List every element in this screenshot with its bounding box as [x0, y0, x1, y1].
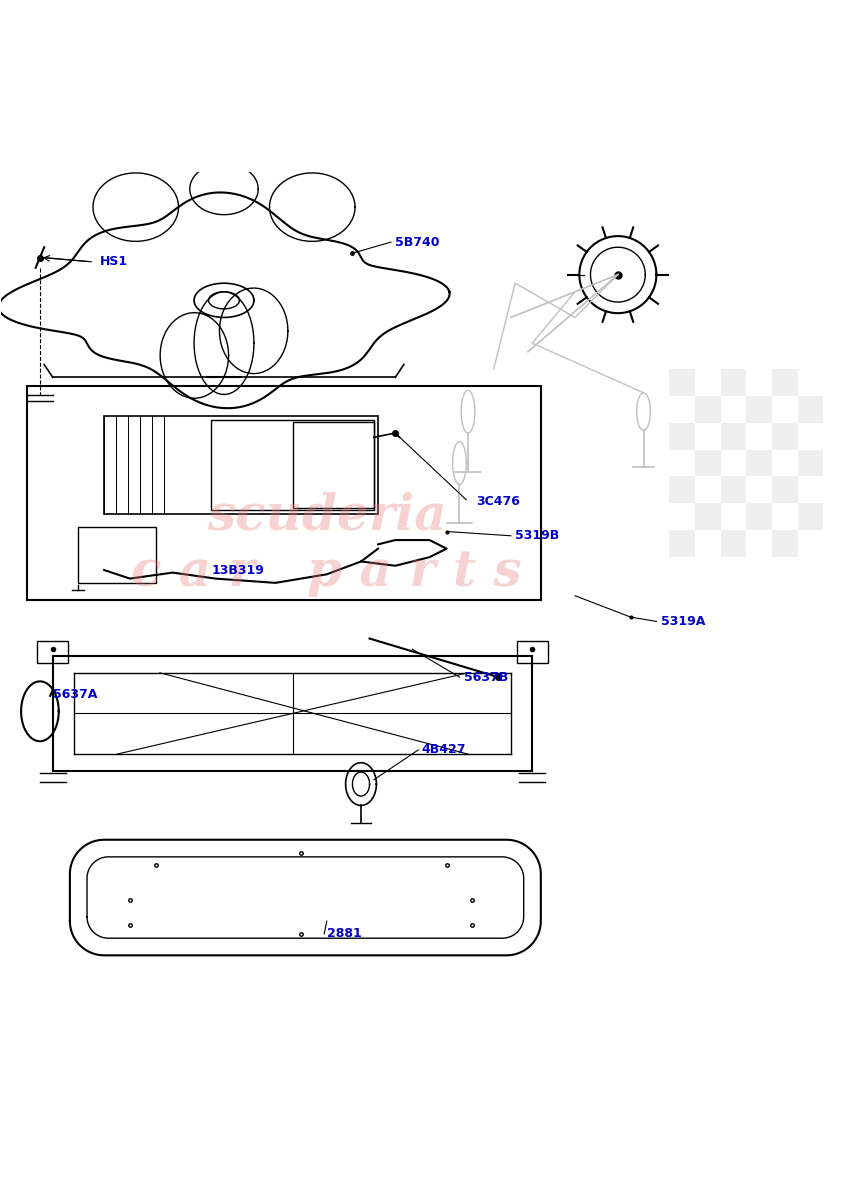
Bar [721, 368, 746, 396]
Text: HS1: HS1 [100, 256, 128, 269]
Bar [211, 420, 374, 510]
Bar [746, 396, 772, 422]
Text: 4B427: 4B427 [421, 743, 466, 756]
Bar [669, 368, 695, 396]
Bar [669, 476, 695, 503]
Text: 3C476: 3C476 [477, 496, 521, 508]
Bar [78, 527, 155, 583]
Bar [669, 422, 695, 450]
Bar [798, 396, 824, 422]
Bar [772, 368, 798, 396]
Bar [746, 450, 772, 476]
Text: 5B740: 5B740 [395, 235, 440, 248]
Bar [772, 422, 798, 450]
Bar [37, 641, 68, 662]
Text: scuderia
c a r   p a r t s: scuderia c a r p a r t s [131, 492, 522, 598]
Text: 2881: 2881 [326, 928, 362, 941]
Bar [695, 396, 721, 422]
Bar [695, 503, 721, 530]
Bar [798, 450, 824, 476]
Bar [517, 641, 548, 662]
Text: 5637B: 5637B [464, 671, 508, 684]
Bar [772, 476, 798, 503]
Bar [721, 422, 746, 450]
Bar [721, 476, 746, 503]
Bar [669, 530, 695, 557]
Text: 5637A: 5637A [52, 688, 97, 701]
Bar [772, 530, 798, 557]
Bar [746, 503, 772, 530]
Bar [798, 503, 824, 530]
Text: 13B319: 13B319 [211, 564, 264, 576]
Text: 5319B: 5319B [515, 529, 559, 542]
Bar [293, 422, 374, 508]
Bar [104, 416, 378, 515]
Bar [695, 450, 721, 476]
Bar [27, 386, 541, 600]
Bar [721, 530, 746, 557]
Text: 5319A: 5319A [661, 614, 705, 628]
